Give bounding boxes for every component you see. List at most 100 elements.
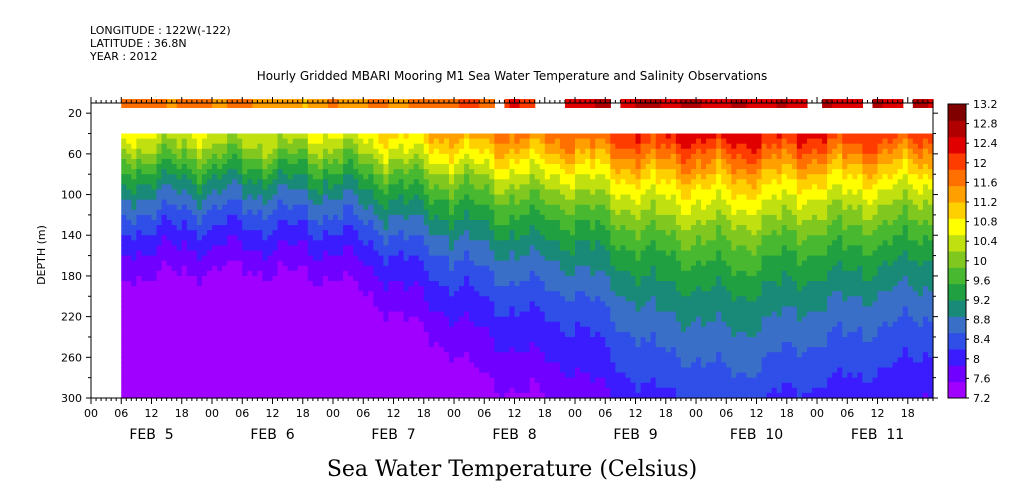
field-cell: [161, 321, 168, 328]
field-cell: [222, 377, 228, 384]
field-cell: [237, 331, 243, 338]
field-cell: [398, 143, 405, 150]
field-cell: [378, 296, 385, 302]
field-cell: [585, 158, 591, 165]
field-cell: [307, 321, 314, 328]
field-cell: [539, 281, 546, 287]
field-cell: [443, 392, 450, 399]
field-cell: [438, 133, 445, 140]
field-cell: [413, 245, 420, 252]
field-cell: [353, 382, 359, 389]
field-cell: [146, 326, 153, 333]
field-cell: [156, 174, 163, 180]
field-cell: [181, 164, 188, 170]
field-cell: [580, 194, 586, 201]
field-cell: [196, 306, 203, 313]
field-cell: [333, 148, 339, 155]
field-cell: [212, 235, 218, 241]
field-cell: [569, 204, 576, 211]
field-cell: [358, 189, 364, 196]
field-cell: [554, 321, 561, 328]
field-cell: [307, 281, 314, 287]
field-cell: [186, 133, 193, 140]
field-cell: [151, 321, 158, 328]
field-cell: [252, 255, 258, 262]
field-cell: [524, 230, 531, 236]
field-cell: [403, 194, 410, 201]
field-cell: [443, 326, 450, 333]
field-cell: [393, 306, 400, 313]
field-cell: [509, 367, 516, 374]
field-cell: [196, 174, 203, 180]
field-cell: [433, 331, 440, 338]
field-cell: [348, 174, 354, 180]
field-cell: [227, 275, 233, 282]
field-cell: [549, 255, 556, 262]
field-cell: [267, 336, 274, 343]
field-cell: [151, 382, 158, 389]
field-cell: [514, 245, 521, 252]
field-cell: [539, 347, 546, 353]
field-cell: [443, 219, 450, 226]
field-cell: [580, 169, 586, 175]
field-cell: [322, 270, 329, 277]
field-cell: [343, 230, 349, 236]
field-cell: [489, 148, 495, 155]
field-cell: [156, 153, 163, 160]
field-cell: [307, 235, 314, 241]
field-cell: [277, 143, 284, 150]
field-cell: [499, 291, 506, 297]
field-cell: [353, 291, 359, 297]
field-cell: [393, 286, 400, 292]
field-cell: [212, 240, 218, 247]
field-cell: [413, 347, 420, 353]
field-cell: [529, 357, 536, 363]
field-cell: [448, 281, 455, 287]
field-cell: [509, 148, 516, 155]
field-cell: [388, 260, 395, 267]
field-cell: [585, 148, 591, 155]
field-cell: [136, 301, 143, 308]
field-cell: [544, 306, 551, 313]
field-cell: [277, 286, 284, 292]
field-cell: [423, 138, 430, 145]
field-cell: [252, 225, 258, 231]
field-cell: [212, 199, 218, 206]
field-cell: [151, 352, 158, 358]
field-cell: [353, 342, 359, 348]
field-cell: [181, 336, 188, 343]
field-cell: [454, 194, 460, 201]
field-cell: [408, 275, 415, 282]
field-cell: [322, 194, 329, 201]
field-cell: [237, 357, 243, 363]
field-cell: [398, 301, 405, 308]
field-cell: [469, 148, 475, 155]
field-cell: [474, 240, 480, 247]
field-cell: [242, 250, 248, 257]
field-cell: [242, 225, 248, 231]
field-cell: [186, 382, 193, 389]
field-cell: [161, 316, 168, 323]
field-cell: [544, 301, 551, 308]
field-cell: [373, 387, 379, 394]
field-cell: [282, 184, 289, 191]
field-cell: [393, 219, 400, 226]
field-cell: [297, 245, 304, 252]
field-cell: [564, 336, 571, 343]
field-cell: [191, 189, 198, 196]
field-cell: [418, 240, 425, 247]
field-cell: [327, 387, 334, 394]
field-cell: [519, 392, 526, 399]
field-cell: [156, 347, 163, 353]
field-cell: [459, 199, 465, 206]
field-cell: [333, 133, 339, 140]
field-cell: [338, 372, 344, 379]
field-cell: [383, 265, 390, 272]
field-cell: [307, 336, 314, 343]
field-cell: [141, 387, 148, 394]
field-cell: [166, 260, 173, 267]
field-cell: [121, 387, 127, 394]
field-cell: [524, 184, 531, 191]
field-cell: [171, 362, 178, 369]
field-cell: [232, 291, 238, 297]
